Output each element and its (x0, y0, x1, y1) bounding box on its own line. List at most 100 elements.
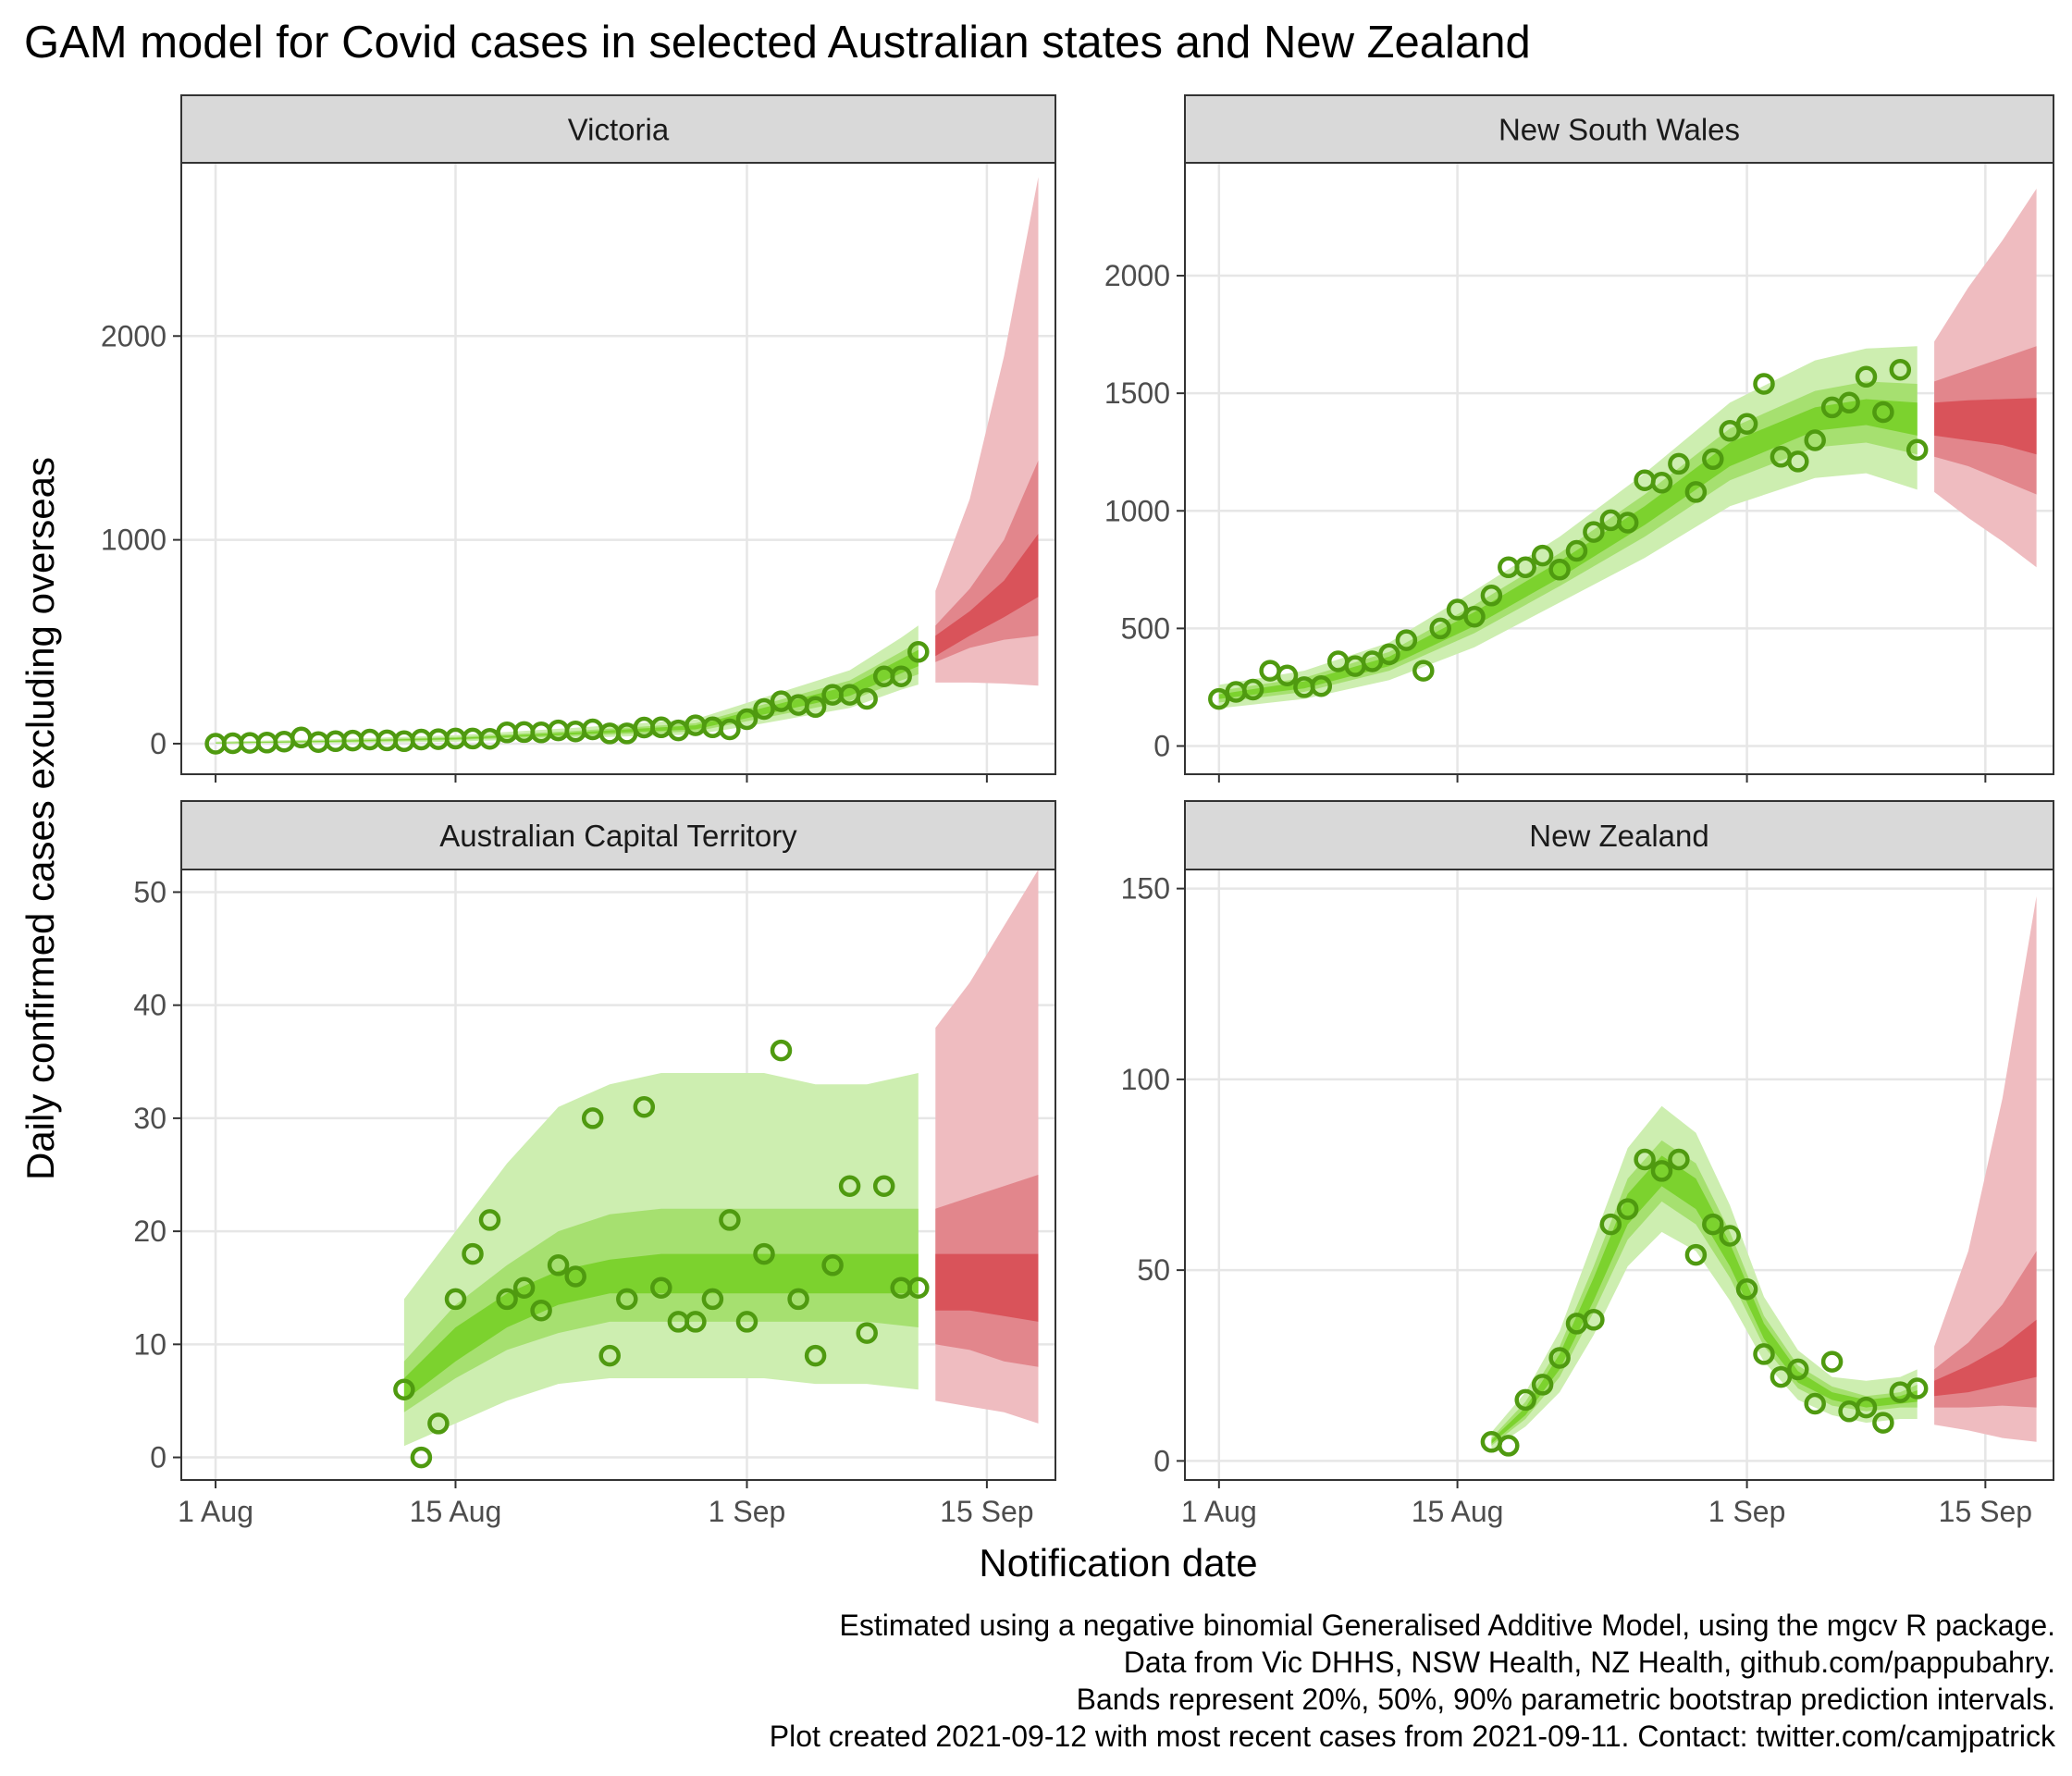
data-point (1548, 559, 1571, 581)
facet-strip (1184, 94, 2054, 164)
y-tick-label: 0 (150, 727, 166, 760)
y-tick-label: 30 (133, 1102, 166, 1135)
data-point (1684, 1243, 1708, 1266)
data-point (1514, 556, 1536, 579)
data-point (1650, 1160, 1673, 1182)
x-tick-label: 1 Sep (1708, 1495, 1786, 1528)
data-point (1310, 674, 1333, 697)
forecast-band-20 (935, 1253, 1039, 1322)
data-point (1480, 585, 1503, 607)
data-point (753, 697, 775, 721)
forecast-band-20 (1934, 1319, 2037, 1397)
data-point (1872, 401, 1894, 424)
data-point (1684, 481, 1708, 503)
data-point (564, 1265, 586, 1288)
data-point (735, 708, 758, 731)
data-point (1531, 1374, 1554, 1396)
data-point (821, 1254, 844, 1276)
facet-label: New Zealand (1529, 819, 1708, 853)
data-point (856, 1322, 878, 1344)
x-tick-label: 15 Aug (1412, 1495, 1504, 1528)
data-point (719, 1209, 741, 1231)
data-point (1634, 1148, 1656, 1171)
data-point (1770, 1365, 1793, 1388)
data-point (1548, 1347, 1571, 1369)
data-point (1668, 452, 1690, 475)
data-point (1855, 365, 1878, 388)
fit-band-20 (1491, 1155, 1918, 1444)
data-point (1702, 448, 1724, 471)
data-point (1753, 373, 1775, 395)
y-tick-label: 150 (1121, 872, 1170, 906)
data-point (478, 1209, 501, 1231)
data-point (427, 1412, 450, 1435)
data-point (1616, 512, 1639, 534)
data-point (1446, 598, 1469, 621)
y-tick-label: 0 (1153, 729, 1170, 762)
data-point (804, 696, 827, 719)
y-tick-label: 40 (133, 989, 166, 1022)
y-axis: 0 10 20 30 40 50 (133, 875, 181, 1474)
data-point (1361, 650, 1384, 672)
y-tick-label: 10 (133, 1327, 166, 1361)
data-point (410, 1446, 433, 1469)
y-tick-label: 1500 (1104, 376, 1170, 410)
facet-label: Australian Capital Territory (439, 819, 797, 853)
data-point (1735, 413, 1758, 435)
data-point (1276, 664, 1299, 686)
caption-line-method: Estimated using a negative binomial Gene… (839, 1609, 2055, 1642)
x-tick-label: 1 Aug (1181, 1495, 1257, 1528)
data-point (804, 1344, 827, 1367)
observed-points (1480, 1148, 1929, 1457)
observed-points (1208, 358, 1929, 710)
data-point (1753, 1343, 1775, 1365)
x-axis: 1 Aug 15 Aug 1 Sep 15 Sep (178, 1480, 1034, 1528)
data-point (907, 1276, 930, 1299)
caption-line-created: Plot created 2021-09-12 with most recent… (770, 1720, 2056, 1753)
panel-new-south-wales: New South Wales 0 500 1000 1500 2000 (1104, 94, 2054, 783)
data-point (462, 1242, 484, 1265)
facet-strip (1184, 800, 2054, 870)
data-point (1616, 1198, 1639, 1220)
data-point (684, 1311, 707, 1333)
x-axis (1217, 774, 1987, 783)
data-point (1820, 1350, 1844, 1373)
data-point (1531, 544, 1554, 567)
panel-border (180, 869, 1056, 1481)
data-point (1787, 1358, 1809, 1381)
data-point (1599, 1213, 1622, 1236)
data-point (1719, 1225, 1741, 1247)
facet-label: Victoria (568, 113, 670, 147)
data-point (1787, 450, 1809, 473)
data-point (547, 1254, 570, 1276)
data-point (1514, 1388, 1536, 1412)
caption-line-bands: Bands represent 20%, 50%, 90% parametric… (1077, 1683, 2055, 1716)
data-point (1583, 521, 1605, 543)
x-tick-label: 15 Sep (940, 1495, 1033, 1528)
data-point (1565, 539, 1588, 562)
data-point (650, 1276, 672, 1299)
x-tick-label: 1 Sep (709, 1495, 786, 1528)
y-tick-label: 2000 (101, 319, 166, 352)
y-tick-label: 1000 (1104, 494, 1170, 527)
x-tick-label: 1 Aug (178, 1495, 253, 1528)
data-point (1906, 1377, 1929, 1400)
panel-border (1184, 869, 2054, 1481)
panel-victoria: Victoria 0 1000 2000 (101, 94, 1056, 783)
data-point (787, 1288, 809, 1311)
y-tick-label: 20 (133, 1215, 166, 1248)
y-tick-label: 100 (1121, 1063, 1170, 1096)
data-point (1463, 605, 1486, 628)
panel-background (181, 163, 1055, 774)
data-point (616, 1288, 638, 1311)
data-point (1429, 617, 1451, 640)
data-point (1498, 1435, 1520, 1457)
data-point (770, 1039, 793, 1062)
data-point (838, 1175, 861, 1197)
data-point (1855, 1396, 1878, 1419)
observed-points (204, 641, 930, 755)
data-point (1804, 1392, 1826, 1415)
caption: Estimated using a negative binomial Gene… (770, 1609, 2056, 1753)
